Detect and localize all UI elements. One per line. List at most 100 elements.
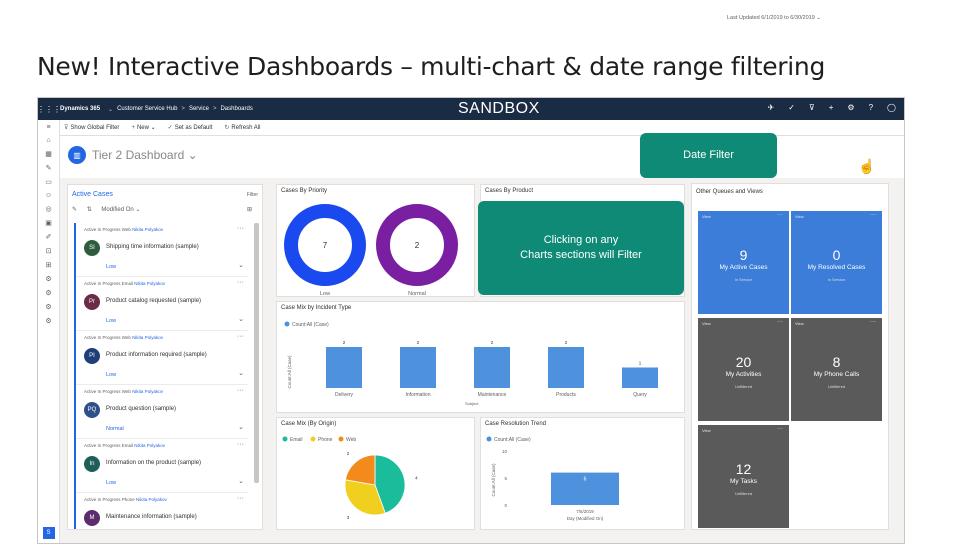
entitlements-icon[interactable]: ⚙ [45,290,52,297]
origin-slice-email[interactable] [374,454,406,514]
case-title[interactable]: Shipping time information (sample) [106,244,199,250]
set-default-button[interactable]: ✓ Set as Default [168,124,213,131]
user-icon[interactable]: ◯ [887,103,896,112]
scrollbar[interactable] [254,223,259,483]
accounts-icon[interactable]: ▭ [45,179,52,186]
more-options-icon[interactable]: ··· [870,212,876,218]
case-title[interactable]: Maintenance information (sample) [106,514,197,520]
case-list-item[interactable]: Active In Progress Web Nikita Polyakov ··… [76,385,248,439]
priority-category-label: Normal [408,291,426,297]
queue-tile[interactable]: View ··· 8 My Phone Calls Unfiltered [791,318,882,421]
knowledge-icon[interactable]: ⊡ [45,248,52,255]
chevron-down-icon[interactable]: ⌄ [238,316,244,323]
top-navigation-bar: ⋮⋮⋮ Dynamics 365 ⌄ Customer Service Hub … [38,98,904,120]
contacts-icon[interactable]: ☺ [44,192,53,199]
case-owner[interactable]: Nikita Polyakov [134,281,166,286]
priority-slice-normal[interactable] [376,204,458,286]
case-owner[interactable]: Nikita Polyakov [136,497,167,502]
more-options-icon[interactable]: ··· [777,212,783,218]
incident-bar-products[interactable] [548,347,584,388]
legend-swatch [310,436,316,442]
origin-slice-web[interactable] [344,454,376,486]
legend-swatch [486,436,492,442]
date-range-selector[interactable]: Last Updated 6/1/2019 to 6/30/2019 ⌄ [727,15,821,21]
case-list-item[interactable]: Active In Progress Phone Nikita Polyakov… [76,493,248,529]
breadcrumb-dashboards[interactable]: Dashboards [220,106,253,112]
dashboard-selector[interactable]: Tier 2 Dashboard ⌄ [92,148,198,162]
x-tick-label: Delivery [335,392,354,398]
assistant-icon[interactable]: ✈ [767,103,775,112]
products-icon[interactable]: ⚙ [45,304,52,311]
new-button[interactable]: + New ⌄ [131,125,156,131]
case-list-item[interactable]: Active In Progress Web Nikita Polyakov ··… [76,331,248,385]
queues-icon[interactable]: ✐ [45,234,52,241]
service-icon[interactable]: ⚙ [45,276,52,283]
more-options-icon[interactable]: ··· [237,333,244,340]
trend-bar[interactable] [551,472,619,505]
app-launcher-icon[interactable]: ⋮⋮⋮ [37,104,61,114]
breadcrumb-service[interactable]: Service [188,106,209,112]
tile-count: 8 [832,354,841,370]
priority-slice-low[interactable] [284,204,366,286]
new-label: New [136,125,149,131]
social-icon[interactable]: ◎ [45,206,52,213]
case-owner[interactable]: Nikita Polyakov [132,335,163,340]
chevron-down-icon[interactable]: ⌄ [238,424,244,431]
chevron-down-icon[interactable]: ⌄ [238,262,244,269]
case-owner[interactable]: Nikita Polyakov [132,227,163,232]
queue-tile[interactable]: View ··· 12 My Tasks Unfiltered [698,425,789,528]
incident-bar-delivery[interactable] [326,347,362,388]
case-owner[interactable]: Nikita Polyakov [132,389,163,394]
filter-icon[interactable]: ⊽ [808,103,815,112]
queue-tile[interactable]: View ··· 20 My Activities Unfiltered [698,318,789,421]
tile-count: 0 [832,247,841,263]
cases-icon[interactable]: ▣ [45,220,52,227]
app-name[interactable]: Dynamics 365 [60,106,101,112]
show-global-filter-button[interactable]: ⊽ Show Global Filter [64,124,119,131]
more-options-icon[interactable]: ··· [777,319,783,325]
more-options-icon[interactable]: ··· [237,441,244,448]
incident-bar-information[interactable] [400,347,436,388]
module-name[interactable]: Customer Service Hub [117,106,178,112]
case-title[interactable]: Information on the product (sample) [106,460,202,466]
queue-tile[interactable]: View ··· 0 My Resolved Cases In Service [791,211,882,314]
stream-filter-button[interactable]: Filter [246,192,258,198]
menu-icon[interactable]: ≡ [46,124,51,131]
sort-icon[interactable]: ⇅ [86,207,92,213]
edit-icon[interactable]: ✎ [72,207,78,213]
case-title[interactable]: Product catalog requested (sample) [106,298,202,304]
chevron-down-icon[interactable]: ⌄ [238,370,244,377]
help-icon[interactable]: ? [868,103,874,112]
more-options-icon[interactable]: ··· [237,225,244,232]
queue-tile[interactable]: View ··· 9 My Active Cases In Service [698,211,789,314]
more-options-icon[interactable]: ··· [237,495,244,502]
home-icon[interactable]: ⌂ [46,137,51,144]
more-options-icon[interactable]: ··· [237,279,244,286]
settings-nav-icon[interactable]: ⚙ [45,318,52,325]
origin-slice-phone[interactable] [344,479,386,516]
incident-bar-query[interactable] [622,367,658,389]
task-flow-icon[interactable]: ✓ [788,103,795,112]
reports-icon[interactable]: ⊞ [45,262,52,269]
case-list-item[interactable]: Active In Progress Web Nikita Polyakov ··… [76,223,248,277]
more-options-icon[interactable]: ··· [777,426,783,432]
case-meta: Active In Progress Email Nikita Polyakov [84,281,166,286]
chevron-down-icon[interactable]: ⌄ [238,478,244,485]
activities-icon[interactable]: ✎ [45,165,52,172]
grid-view-icon[interactable]: ⊞ [246,207,252,213]
settings-icon[interactable]: ⚙ [847,103,855,112]
more-options-icon[interactable]: ··· [870,319,876,325]
case-owner[interactable]: Nikita Polyakov [134,443,166,448]
legend-label: Email [290,437,303,443]
area-switcher-button[interactable]: S [42,527,55,539]
case-list-item[interactable]: Active In Progress Email Nikita Polyakov… [76,277,248,331]
incident-bar-maintenance[interactable] [474,347,510,388]
case-list-item[interactable]: Active In Progress Email Nikita Polyakov… [76,439,248,493]
case-title[interactable]: Product information required (sample) [106,352,207,358]
sort-field-selector[interactable]: Modified On ⌄ [101,207,141,213]
add-icon[interactable]: + [828,103,834,112]
refresh-all-button[interactable]: ↻ Refresh All [224,124,260,131]
dashboard-icon[interactable]: ▦ [45,151,52,158]
more-options-icon[interactable]: ··· [237,387,244,394]
case-title[interactable]: Product question (sample) [106,406,177,412]
